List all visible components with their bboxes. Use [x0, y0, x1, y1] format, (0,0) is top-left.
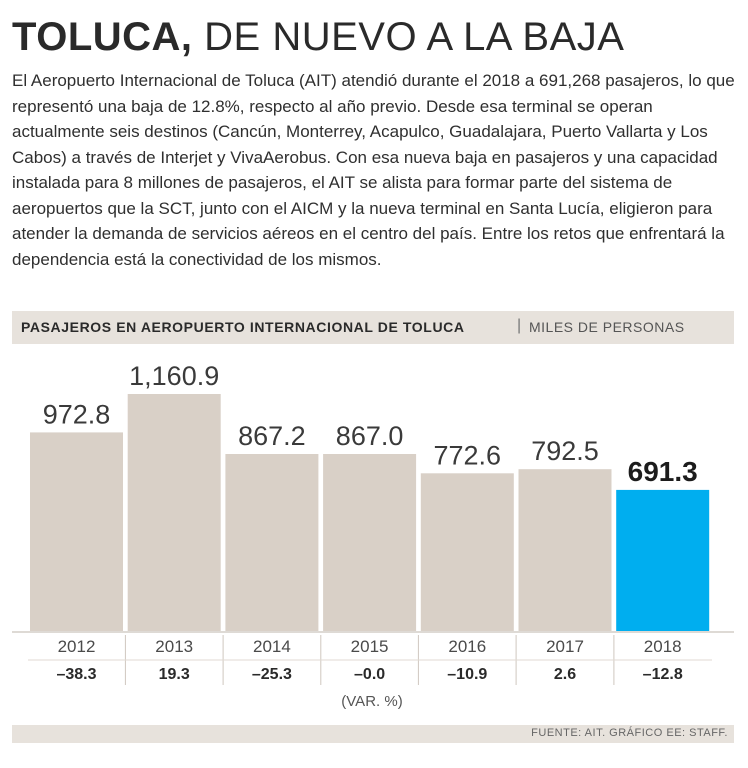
year-label-2012: 2012: [58, 637, 96, 656]
intro-paragraph: El Aeropuerto Internacional de Toluca (A…: [12, 71, 735, 269]
title-rest: DE NUEVO A LA BAJA: [192, 15, 625, 59]
year-label-2013: 2013: [155, 637, 193, 656]
value-label-2018: 691.3: [628, 456, 698, 487]
bar-2017: [518, 469, 612, 631]
value-label-2012: 972.8: [43, 399, 111, 429]
value-label-2013: 1,160.9: [129, 361, 219, 391]
value-label-2015: 867.0: [336, 421, 404, 451]
chart-header-bar: PASAJEROS EN AEROPUERTO INTERNACIONAL DE…: [12, 311, 734, 344]
bar-2015: [323, 454, 417, 631]
title-bold: TOLUCA,: [12, 15, 193, 59]
bar-2013: [127, 394, 221, 631]
bar-2016: [420, 473, 514, 631]
variation-label-2018: –12.8: [643, 666, 683, 683]
year-label-2017: 2017: [546, 637, 584, 656]
year-label-2018: 2018: [644, 637, 682, 656]
bar-2014: [225, 454, 319, 631]
value-label-2016: 772.6: [434, 440, 502, 470]
variation-label-2014: –25.3: [252, 666, 292, 683]
bar-2012: [30, 432, 123, 631]
source-note: FUENTE: AIT. GRÁFICO EE: STAFF.: [531, 727, 728, 739]
variation-caption: (VAR. %): [341, 693, 402, 710]
footer-bar: FUENTE: AIT. GRÁFICO EE: STAFF.: [12, 725, 734, 743]
year-label-2014: 2014: [253, 637, 291, 656]
chart-header-unit: MILES DE PERSONAS: [529, 319, 685, 335]
bar-2018: [616, 489, 710, 631]
variation-label-2016: –10.9: [447, 666, 487, 683]
value-label-2014: 867.2: [238, 421, 306, 451]
variation-label-2013: 19.3: [159, 666, 190, 683]
year-label-2015: 2015: [351, 637, 389, 656]
value-label-2017: 792.5: [531, 436, 599, 466]
chart-title: TOLUCA, DE NUEVO A LA BAJA: [12, 14, 624, 60]
variation-label-2012: –38.3: [56, 666, 96, 683]
bar-chart: 972.8 2012 –38.3 1,160.9 2013 19.3 867.2 2014 –2…: [12, 361, 734, 710]
variation-label-2017: 2.6: [554, 666, 576, 683]
chart-header-separator: |: [517, 317, 522, 334]
variation-label-2015: –0.0: [354, 666, 385, 683]
year-label-2016: 2016: [448, 637, 486, 656]
chart-header-title: PASAJEROS EN AEROPUERTO INTERNACIONAL DE…: [21, 319, 465, 335]
